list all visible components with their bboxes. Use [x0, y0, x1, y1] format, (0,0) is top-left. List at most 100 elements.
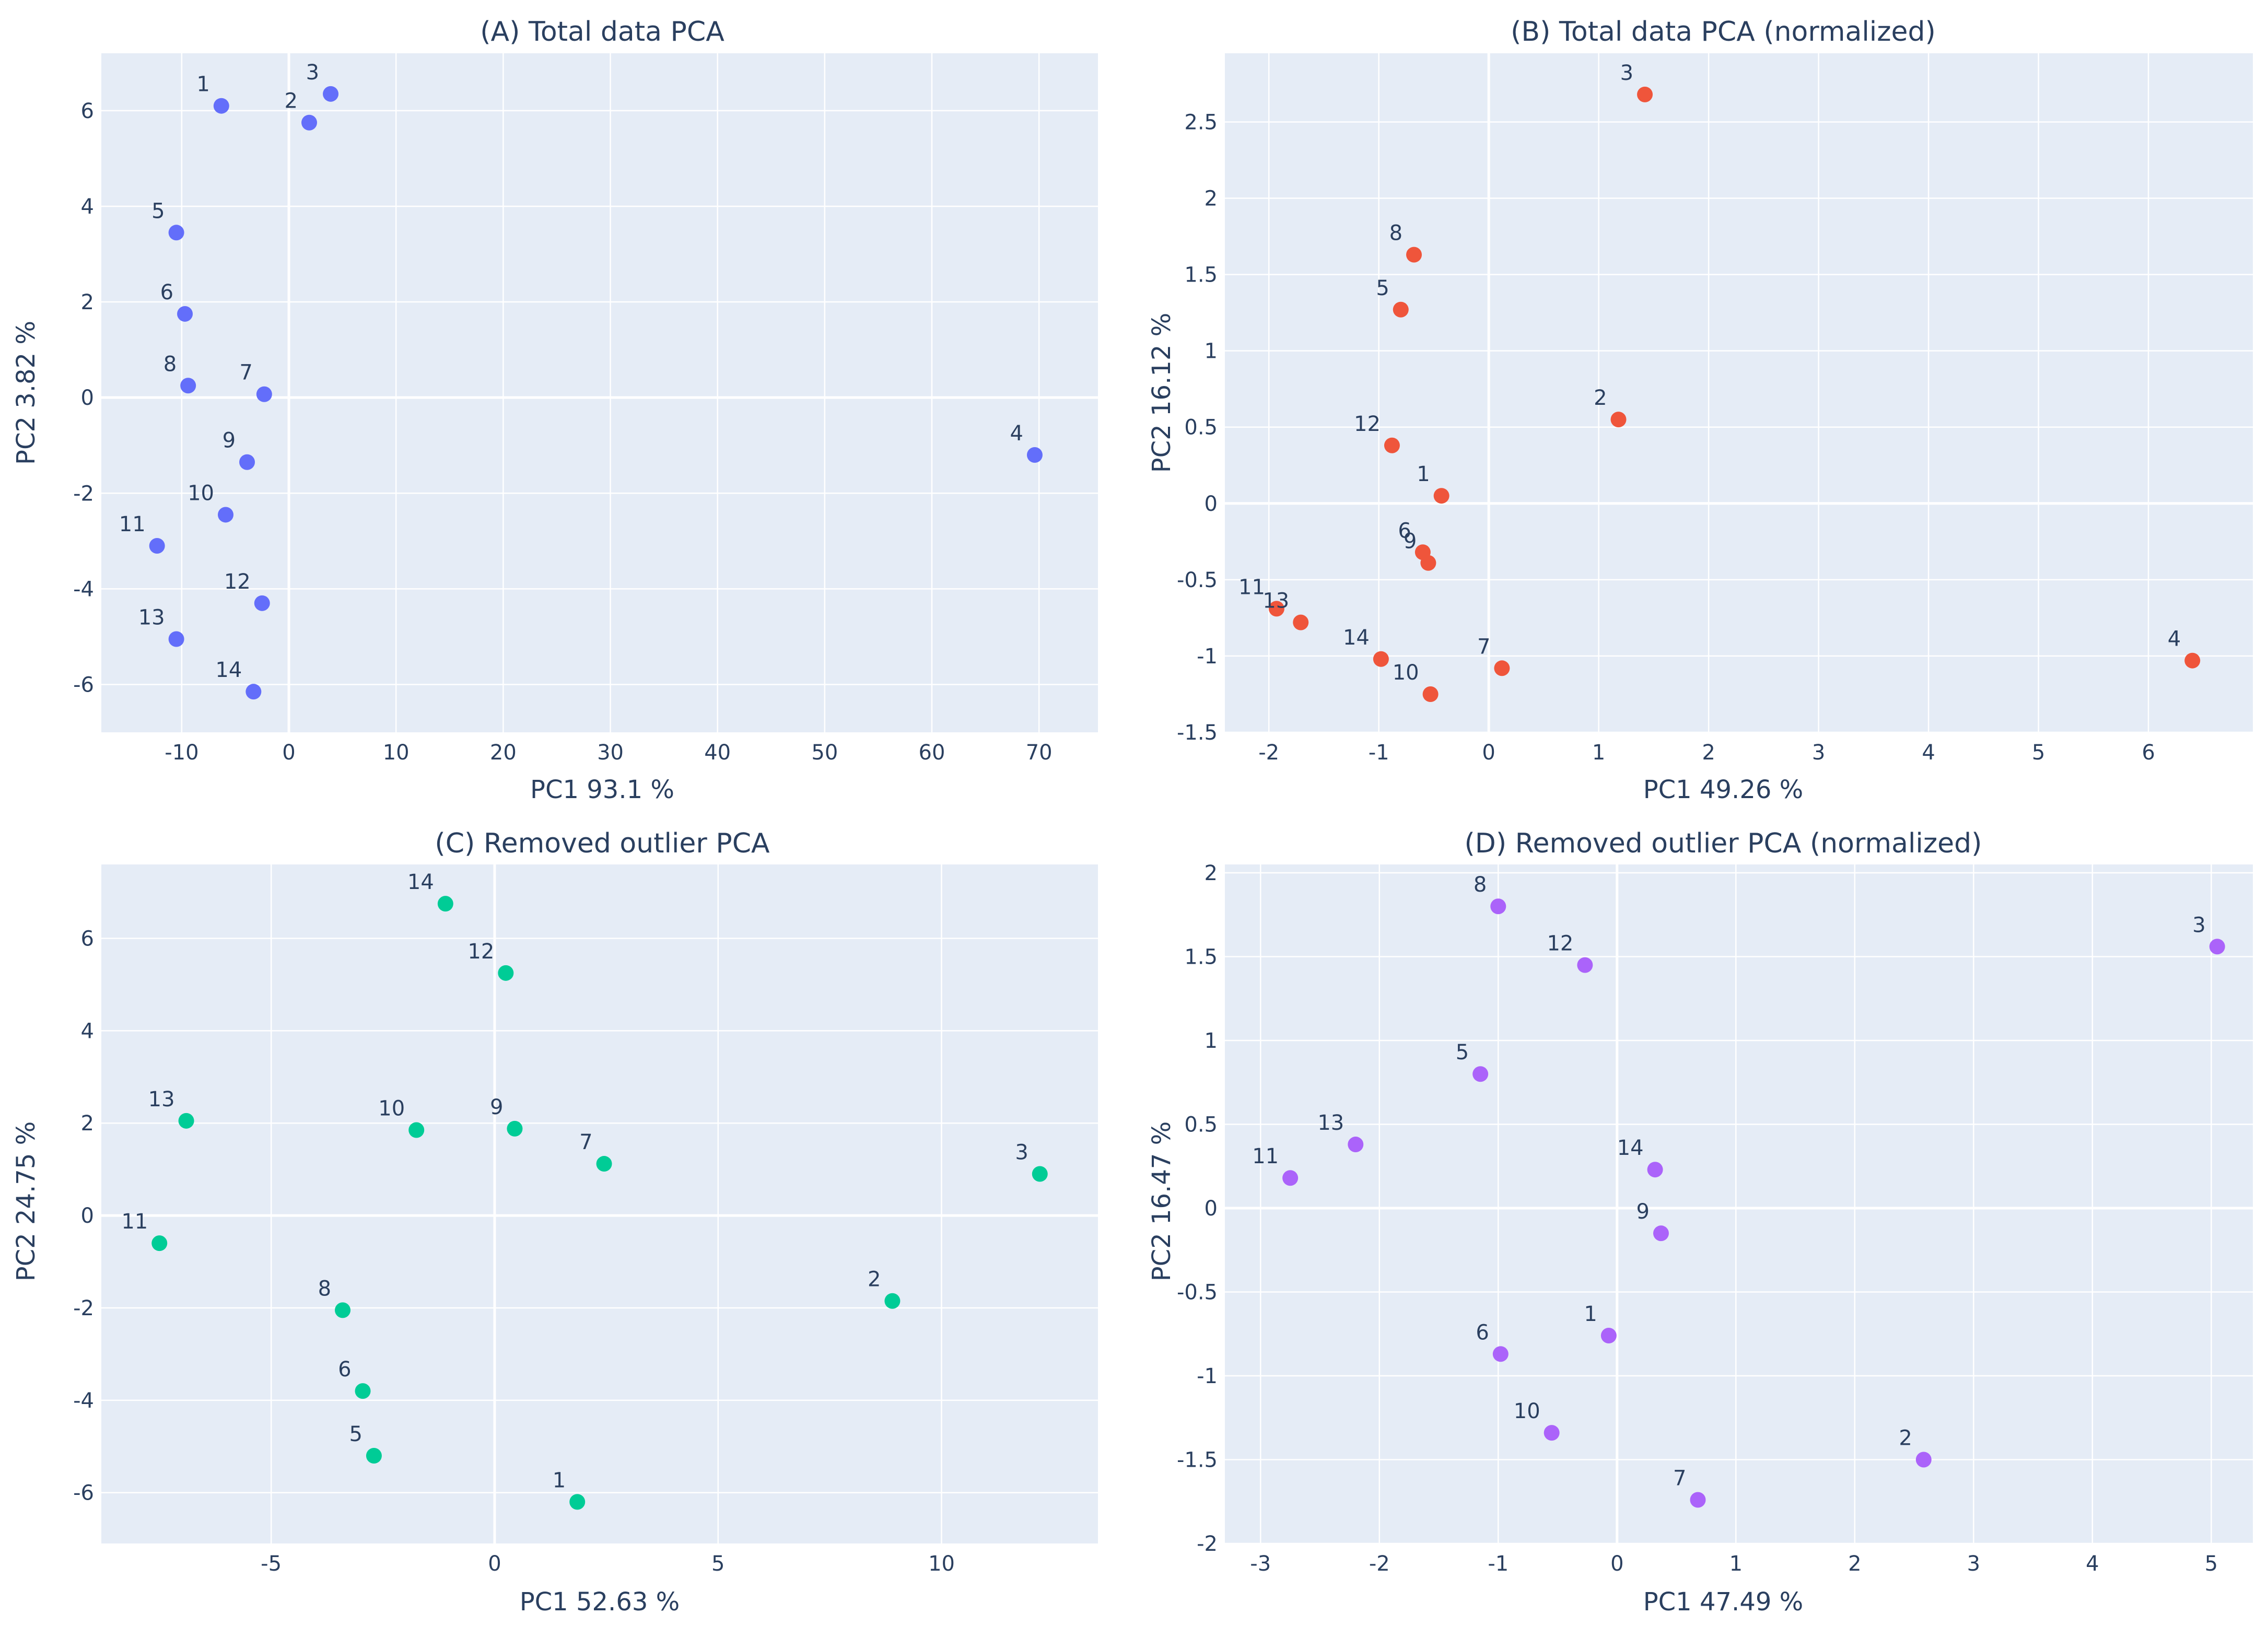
panel-b-point-8 — [1406, 247, 1422, 263]
panel-b-point-13 — [1293, 614, 1309, 630]
panel-b-point-label-3: 3 — [1620, 61, 1633, 85]
panel-c-point-11 — [151, 1235, 168, 1251]
panel-d-y-tick-label: 0 — [1205, 1197, 1218, 1221]
panel-c: (C) Removed outlier PCA PC1 52.63 % PC2 … — [11, 828, 1098, 1617]
panel-b-x-tick-label: 0 — [1482, 741, 1495, 765]
panel-b-x-tick-label: 2 — [1702, 741, 1715, 765]
panel-b-point-label-13: 13 — [1262, 589, 1289, 613]
panel-a-point-11 — [149, 537, 165, 554]
panel-b-y-tick-label: -1.5 — [1177, 721, 1218, 745]
panel-d-x-tick-label: 1 — [1729, 1552, 1743, 1576]
panel-c-point-6 — [355, 1383, 371, 1399]
panel-d-point-label-9: 9 — [1636, 1200, 1650, 1224]
panel-c-point-label-2: 2 — [868, 1268, 881, 1292]
panel-a-y-tick-label: -2 — [73, 482, 94, 506]
panel-b-y-tick-label: 1.5 — [1184, 263, 1218, 287]
panel-d-point-2 — [1915, 1452, 1932, 1468]
panel-d-point-label-2: 2 — [1899, 1426, 1912, 1450]
panel-c-point-label-11: 11 — [121, 1210, 148, 1234]
panel-a-x-tick-label: 0 — [282, 741, 295, 765]
panel-a-y-tick-label: 4 — [81, 195, 94, 219]
panel-a: (A) Total data PCA PC1 93.1 % PC2 3.82 %… — [11, 16, 1098, 804]
panel-d-point-13 — [1348, 1137, 1364, 1153]
panel-a-point-label-13: 13 — [138, 605, 165, 629]
panel-b-point-3 — [1637, 86, 1653, 102]
panel-a-x-tick-label: 10 — [383, 741, 410, 765]
panel-b-point-1 — [1433, 488, 1449, 504]
panel-b-point-label-9: 9 — [1404, 530, 1417, 554]
panel-c-point-7 — [596, 1156, 612, 1172]
panel-c-point-9 — [507, 1120, 523, 1137]
panel-d-point-label-1: 1 — [1584, 1302, 1597, 1326]
panel-b-x-tick-label: 4 — [1922, 741, 1935, 765]
panel-d-point-label-10: 10 — [1514, 1399, 1540, 1423]
panel-b-point-label-10: 10 — [1393, 661, 1419, 685]
panel-d-point-5 — [1472, 1066, 1489, 1082]
panel-a-y-tick-label: -4 — [73, 577, 94, 601]
panel-b-point-label-2: 2 — [1594, 386, 1607, 410]
panel-c-plot-background — [101, 864, 1098, 1543]
panel-a-point-label-1: 1 — [196, 73, 209, 97]
panel-d-ylabel: PC2 16.47 % — [1147, 1121, 1176, 1282]
panel-c-y-tick-label: -2 — [73, 1296, 94, 1320]
panel-d-y-tick-label: -2 — [1197, 1532, 1218, 1556]
panel-a-point-label-10: 10 — [188, 481, 214, 505]
panel-b-plot-background — [1225, 53, 2253, 732]
panel-c-point-8 — [335, 1302, 351, 1318]
panel-b-x-tick-label: -2 — [1258, 741, 1279, 765]
panel-c-y-tick-label: -6 — [73, 1481, 94, 1505]
panel-c-y-tick-label: 0 — [81, 1204, 94, 1228]
panel-a-x-tick-label: 40 — [704, 741, 731, 765]
panel-c-ylabel: PC2 24.75 % — [11, 1121, 41, 1282]
panel-b-point-label-1: 1 — [1417, 462, 1430, 486]
panel-d-point-12 — [1577, 957, 1593, 973]
panel-a-xlabel: PC1 93.1 % — [530, 775, 674, 804]
panel-d-plot-background — [1225, 864, 2253, 1543]
panel-b-y-tick-label: -1 — [1197, 645, 1218, 669]
panel-b-point-5 — [1393, 301, 1409, 318]
panel-d-point-label-6: 6 — [1476, 1320, 1489, 1344]
panel-b-ylabel: PC2 16.12 % — [1147, 313, 1176, 473]
panel-b-x-tick-label: 5 — [2032, 741, 2045, 765]
panel-a-title: (A) Total data PCA — [480, 16, 724, 48]
panel-c-y-tick-label: 4 — [81, 1019, 94, 1043]
panel-c-x-tick-label: 5 — [711, 1552, 724, 1576]
panel-c-y-tick-label: 6 — [81, 927, 94, 951]
panel-a-point-label-5: 5 — [151, 199, 165, 223]
panel-c-x-tick-label: -5 — [261, 1552, 282, 1576]
panel-d-point-10 — [1544, 1425, 1560, 1441]
panel-d-y-tick-label: -0.5 — [1177, 1281, 1218, 1305]
panel-b-x-tick-label: -1 — [1369, 741, 1389, 765]
panel-d-x-tick-label: 2 — [1848, 1552, 1861, 1576]
panel-c-point-12 — [498, 965, 514, 981]
panel-b-y-tick-label: 2.5 — [1184, 110, 1218, 134]
panel-a-point-4 — [1026, 447, 1043, 463]
panel-d-plot: -3 -2 -1 0 1 2 3 4 5-2-1.5-1-0.500.511.521235678… — [1177, 861, 2253, 1576]
panel-a-point-5 — [168, 225, 184, 241]
panel-c-y-tick-label: -4 — [73, 1389, 94, 1413]
panel-c-point-14 — [437, 896, 453, 912]
panel-c-x-tick-label: 10 — [928, 1552, 955, 1576]
panel-a-point-label-8: 8 — [163, 352, 177, 376]
panel-b-y-tick-label: 0 — [1205, 492, 1218, 516]
panel-c-x-tick-label: 0 — [488, 1552, 501, 1576]
panel-a-x-tick-label: 60 — [919, 741, 945, 765]
panel-a-point-10 — [217, 507, 233, 523]
panel-d-point-label-11: 11 — [1252, 1144, 1279, 1168]
panel-a-y-tick-label: -6 — [73, 673, 94, 697]
panel-d-point-14 — [1647, 1162, 1663, 1178]
panel-b-point-label-6: 6 — [1398, 519, 1411, 543]
panel-d-title: (D) Removed outlier PCA (normalized) — [1465, 828, 1982, 859]
panel-c-point-13 — [178, 1113, 194, 1129]
panel-c-point-label-14: 14 — [407, 870, 434, 894]
panel-a-y-tick-label: 0 — [81, 386, 94, 410]
panel-d-point-label-12: 12 — [1547, 932, 1573, 956]
panel-d-point-label-14: 14 — [1617, 1136, 1644, 1160]
panel-c-point-label-1: 1 — [553, 1468, 566, 1492]
panel-b-point-label-7: 7 — [1477, 635, 1490, 659]
panel-d-y-tick-label: 1 — [1205, 1029, 1218, 1053]
panel-b-point-12 — [1384, 437, 1400, 453]
panel-d: (D) Removed outlier PCA (normalized) PC1… — [1147, 828, 2253, 1617]
panel-d-x-tick-label: -3 — [1250, 1552, 1271, 1576]
panel-a-point-label-2: 2 — [285, 89, 298, 113]
